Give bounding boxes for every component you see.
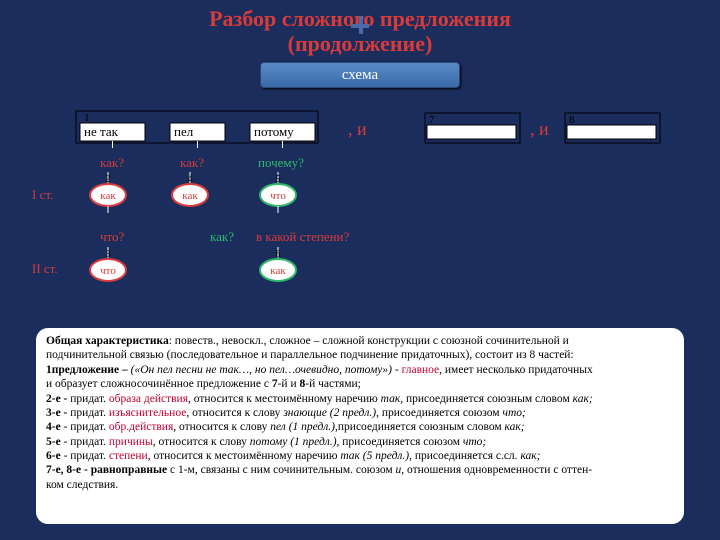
- svg-text:как?: как?: [100, 155, 124, 170]
- svg-text:, и: , и: [530, 119, 549, 139]
- svg-text:как?: как?: [210, 229, 234, 244]
- svg-text:что?: что?: [100, 229, 125, 244]
- svg-text:не так: не так: [84, 124, 119, 139]
- svg-text:6: 6: [276, 249, 281, 260]
- svg-text:как: как: [100, 190, 116, 202]
- description-box: Общая характеристика: повеств., невоскл.…: [36, 328, 684, 524]
- svg-text:2: 2: [106, 174, 111, 185]
- cross-decor: [351, 16, 369, 34]
- svg-text:что: что: [270, 190, 286, 202]
- page-title: Разбор сложного предложения (продолжение…: [0, 0, 720, 57]
- svg-text:3: 3: [106, 249, 111, 260]
- svg-text:в какой степени?: в какой степени?: [256, 229, 350, 244]
- svg-text:как: как: [182, 190, 198, 202]
- svg-text:I ст.: I ст.: [32, 187, 53, 202]
- svg-text:потому: потому: [254, 124, 294, 139]
- schema-button[interactable]: схема: [260, 62, 460, 88]
- svg-text:8: 8: [569, 114, 575, 126]
- svg-text:как?: как?: [180, 155, 204, 170]
- svg-text:как: как: [270, 265, 286, 277]
- svg-text:, и: , и: [348, 119, 367, 139]
- diagram-svg: 1не так пел потому 7 8 , и , и I ст. II ст. как? к…: [0, 95, 720, 325]
- svg-text:5: 5: [276, 174, 281, 185]
- svg-text:II ст.: II ст.: [32, 261, 58, 276]
- title-line2: (продолжение): [288, 31, 433, 56]
- svg-text:что: что: [100, 265, 116, 277]
- svg-text:7: 7: [429, 114, 435, 126]
- svg-text:4: 4: [188, 174, 193, 185]
- svg-text:пел: пел: [174, 124, 194, 139]
- svg-text:1: 1: [84, 112, 90, 124]
- svg-text:почему?: почему?: [258, 155, 304, 170]
